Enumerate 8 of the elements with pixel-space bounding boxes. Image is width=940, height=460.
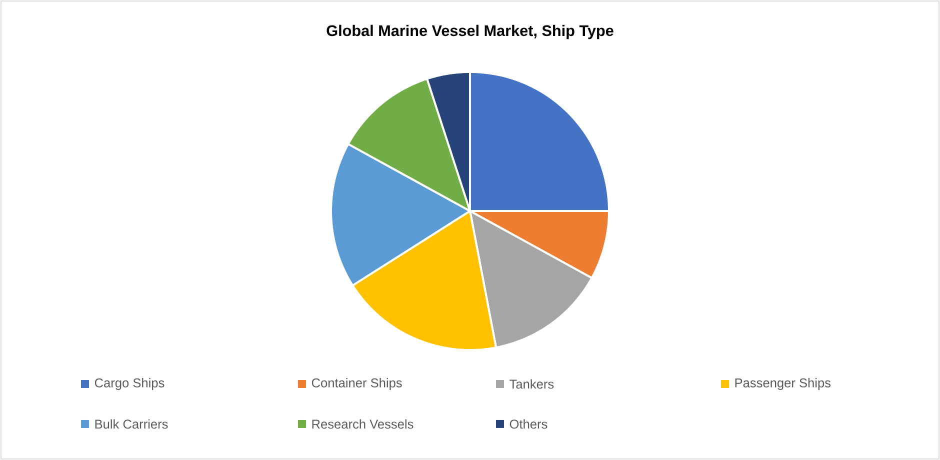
legend-label: Container Ships: [312, 378, 402, 390]
legend-label: Research Vessels: [312, 419, 414, 429]
chart-title: Global Marine Vessel Market, Ship Type: [326, 24, 614, 40]
legend-label: Passenger Ships: [735, 378, 831, 390]
legend-label: Cargo Ships: [94, 378, 164, 390]
legend-label: Others: [510, 419, 548, 429]
legend-label: Bulk Carriers: [95, 419, 168, 429]
legend-label: Tankers: [510, 379, 554, 389]
